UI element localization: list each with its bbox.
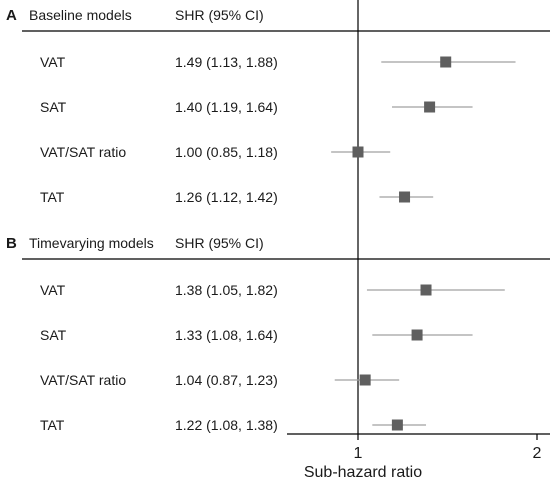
row-label: TAT — [40, 417, 65, 433]
row-label: SAT — [40, 327, 67, 343]
estimate-text: 1.04 (0.87, 1.23) — [175, 372, 278, 388]
panel-letter: B — [6, 235, 17, 252]
estimate-header: SHR (95% CI) — [175, 7, 264, 23]
estimate-text: 1.49 (1.13, 1.88) — [175, 54, 278, 70]
estimate-header: SHR (95% CI) — [175, 235, 264, 251]
estimate-text: 1.40 (1.19, 1.64) — [175, 99, 278, 115]
point-estimate-marker — [359, 374, 371, 386]
estimate-text: 1.38 (1.05, 1.82) — [175, 282, 278, 298]
point-estimate-marker — [391, 419, 403, 431]
point-estimate-marker — [420, 284, 432, 296]
panel-letter: A — [6, 7, 17, 24]
group-header: Timevarying models — [29, 235, 154, 251]
row-label: SAT — [40, 99, 67, 115]
x-tick-label: 2 — [533, 445, 542, 462]
point-estimate-marker — [411, 329, 423, 341]
row-label: VAT — [40, 54, 66, 70]
estimate-text: 1.33 (1.08, 1.64) — [175, 327, 278, 343]
point-estimate-marker — [424, 101, 436, 113]
row-label: TAT — [40, 189, 65, 205]
x-tick-label: 1 — [354, 445, 363, 462]
point-estimate-marker — [352, 146, 364, 158]
estimate-text: 1.00 (0.85, 1.18) — [175, 144, 278, 160]
row-label: VAT — [40, 282, 66, 298]
group-header: Baseline models — [29, 7, 132, 23]
point-estimate-marker — [440, 56, 452, 68]
row-label: VAT/SAT ratio — [40, 144, 126, 160]
x-axis-title: Sub-hazard ratio — [304, 464, 422, 481]
point-estimate-marker — [399, 191, 411, 203]
estimate-text: 1.22 (1.08, 1.38) — [175, 417, 278, 433]
row-label: VAT/SAT ratio — [40, 372, 126, 388]
estimate-text: 1.26 (1.12, 1.42) — [175, 189, 278, 205]
